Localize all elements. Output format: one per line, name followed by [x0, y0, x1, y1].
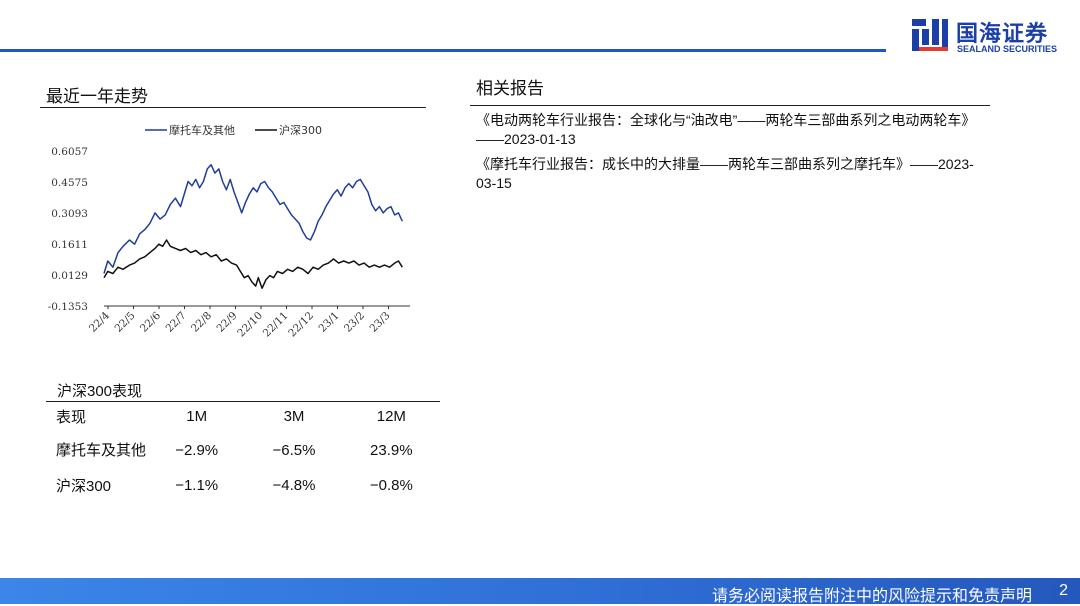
legend-label: 沪深300 — [279, 123, 322, 137]
table-row: 摩托车及其他 −2.9% −6.5% 23.9% — [46, 428, 440, 472]
brand-name-cn: 国海证券 — [956, 21, 1049, 46]
trend-chart-svg: 摩托车及其他 沪深300 0.6057 0.4575 0.3093 0.1611 0.012… — [48, 123, 410, 340]
footer-bar: 请务必阅读报告附注中的风险提示和免责声明 2 — [0, 578, 1080, 605]
series-line — [103, 239, 403, 289]
table-header-cell: 3M — [283, 407, 305, 425]
brand-logo: 国海证券 SEALAND SECURITIES — [910, 14, 1070, 58]
report-link-motorcycle[interactable]: 《摩托车行业报告：成长中的大排量——两轮车三部曲系列之摩托车》——2023-03… — [476, 156, 974, 191]
table-row-label: 沪深300 — [56, 477, 112, 495]
reports-section-title: 相关报告 — [476, 79, 544, 98]
table-cell: −4.8% — [272, 476, 316, 494]
table-header-cell: 表现 — [56, 408, 87, 426]
header-rule — [0, 49, 886, 52]
page-number: 2 — [1059, 582, 1068, 599]
x-tick-label: 23/1 — [316, 310, 341, 335]
table-cell: −1.1% — [175, 476, 219, 494]
y-tick-label: 0.0129 — [51, 270, 88, 282]
trend-chart: 摩托车及其他 沪深300 0.6057 0.4575 0.3093 0.1611 0.012… — [40, 118, 426, 358]
performance-rule — [46, 401, 440, 402]
x-tick-label: 23/2 — [342, 310, 367, 335]
x-tick-label: 22/8 — [189, 310, 214, 335]
brand-name-en: SEALAND SECURITIES — [957, 44, 1058, 54]
table-cell: −6.5% — [272, 441, 316, 459]
sealand-logo-icon — [912, 19, 948, 51]
x-tick-label: 22/4 — [87, 309, 112, 334]
table-header-cell: 12M — [376, 407, 406, 425]
x-tick-label: 22/12 — [286, 310, 316, 340]
performance-table: 表现 1M 3M 12M 摩托车及其他 −2.9% −6.5% 23.9% 沪深… — [46, 404, 440, 498]
x-tick-label: 23/3 — [367, 310, 392, 335]
y-tick-label: 0.6057 — [51, 146, 88, 158]
table-header-row: 表现 1M 3M 12M — [46, 404, 440, 428]
x-tick-label: 22/7 — [163, 310, 188, 335]
y-tick-label: 0.3093 — [51, 208, 88, 220]
y-tick-label: 0.4575 — [51, 177, 88, 189]
chart-section-title: 最近一年走势 — [46, 87, 148, 106]
legend-label: 摩托车及其他 — [169, 123, 235, 137]
reports-section-rule — [470, 105, 990, 106]
x-tick-label: 22/6 — [138, 309, 163, 334]
y-tick-label: 0.1611 — [51, 239, 88, 251]
report-list: 《电动两轮车行业报告：全球化与“油改电”——两轮车三部曲系列之电动两轮车》——2… — [476, 111, 986, 199]
disclaimer-text[interactable]: 请务必阅读报告附注中的风险提示和免责声明 — [711, 588, 1032, 605]
chart-section-rule — [40, 107, 426, 108]
table-row: 沪深300 −1.1% −4.8% −0.8% — [46, 472, 440, 498]
performance-title: 沪深300表现 — [57, 383, 143, 400]
y-tick-label: -0.1353 — [48, 301, 88, 313]
report-link-ev-two-wheeler[interactable]: 《电动两轮车行业报告：全球化与“油改电”——两轮车三部曲系列之电动两轮车》——2… — [476, 112, 976, 147]
table-cell: 23.9% — [370, 441, 413, 459]
x-tick-label: 22/10 — [235, 310, 265, 340]
table-header-cell: 1M — [186, 407, 208, 425]
x-tick-label: 22/11 — [261, 310, 291, 340]
series-line — [103, 163, 403, 274]
table-cell: −2.9% — [175, 441, 219, 459]
x-tick-label: 22/5 — [112, 310, 137, 335]
table-cell: −0.8% — [369, 476, 413, 494]
table-row-label: 摩托车及其他 — [56, 441, 147, 459]
